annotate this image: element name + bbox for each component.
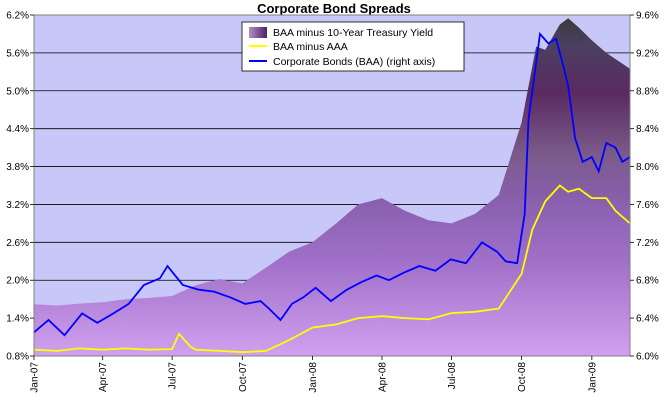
right-tick-label: 9.2% xyxy=(636,48,659,59)
x-axis: Jan-07 Apr-07 Jul-07 Oct-07 Jan-08 Apr-08 Jul-… xyxy=(30,356,598,393)
x-tick-label: Jul-07 xyxy=(168,362,179,390)
left-tick-label: 1.4% xyxy=(6,314,29,325)
left-tick-label: 0.8% xyxy=(6,352,29,363)
right-tick-label: 9.6% xyxy=(636,11,659,22)
left-tick-label: 5.6% xyxy=(6,48,29,59)
legend-label-baa-minus-aaa: BAA minus AAA xyxy=(273,41,348,53)
left-tick-label: 3.2% xyxy=(6,200,29,211)
right-tick-label: 8.4% xyxy=(636,124,659,135)
right-axis: 6.0% 6.4% 6.8% 7.2% 7.6% 8.0% 8.4% 8.8% 9.2% 9.6% xyxy=(630,11,659,363)
x-tick-label: Jan-09 xyxy=(587,362,598,393)
legend-label-corporate-bonds: Corporate Bonds (BAA) (right axis) xyxy=(273,56,435,68)
left-tick-label: 6.2% xyxy=(6,11,29,22)
left-axis: 0.8% 1.4% 2.0% 2.6% 3.2% 3.8% 4.4% 5.0% 5.6% 6.2% xyxy=(6,11,34,363)
legend-box xyxy=(241,21,465,72)
series-line-baa-minus-aaa xyxy=(34,184,630,354)
right-tick-label: 7.6% xyxy=(636,200,659,211)
legend: BAA minus 10-Year Treasury Yield BAA min… xyxy=(241,21,465,72)
legend-swatch-area xyxy=(249,27,267,38)
right-tick-label: 8.8% xyxy=(636,86,659,97)
x-tick-label: Oct-08 xyxy=(517,362,528,392)
right-tick-label: 8.0% xyxy=(636,162,659,173)
x-tick-label: Apr-08 xyxy=(377,362,388,392)
right-tick-label: 6.8% xyxy=(636,276,659,287)
series-line-corporate-bonds-baa xyxy=(34,31,630,337)
left-tick-label: 5.0% xyxy=(6,86,29,97)
chart-title: Corporate Bond Spreads xyxy=(257,1,411,16)
left-tick-label: 4.4% xyxy=(6,124,29,135)
x-tick-label: Oct-07 xyxy=(238,362,249,392)
x-tick-label: Jul-08 xyxy=(447,362,458,390)
x-tick-label: Jan-07 xyxy=(30,362,41,393)
left-tick-label: 2.0% xyxy=(6,276,29,287)
right-tick-label: 6.0% xyxy=(636,352,659,363)
x-tick-label: Apr-07 xyxy=(98,362,109,392)
left-tick-label: 2.6% xyxy=(6,238,29,249)
right-tick-label: 7.2% xyxy=(636,238,659,249)
plot-border xyxy=(33,14,631,357)
right-tick-label: 6.4% xyxy=(636,314,659,325)
left-tick-label: 3.8% xyxy=(6,162,29,173)
series-area-baa-minus-10yr xyxy=(34,18,630,356)
legend-label-baa-minus-10yr: BAA minus 10-Year Treasury Yield xyxy=(273,27,433,39)
x-tick-label: Jan-08 xyxy=(308,362,319,393)
